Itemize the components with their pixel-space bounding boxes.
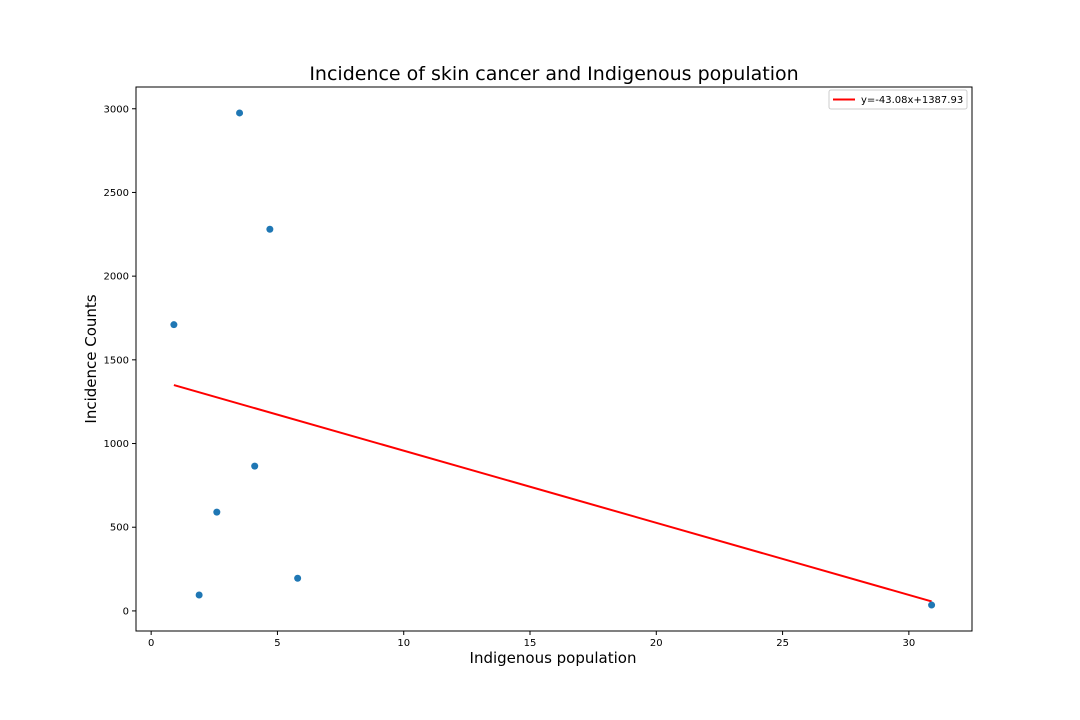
legend-box [828, 89, 968, 110]
x-tick-label: 0 [148, 638, 154, 649]
x-tick-label: 10 [397, 638, 410, 649]
chart-title: Incidence of skin cancer and Indigenous … [309, 63, 798, 85]
y-tick-label: 1500 [104, 355, 129, 366]
scatter-point [213, 508, 221, 516]
y-axis-label: Incidence Counts [82, 294, 100, 423]
scatter-point [195, 591, 203, 599]
plot-area: 0 5 10 15 20 25 30 0 500 1000 1500 2000 2500 3000 [104, 104, 936, 649]
y-tick-label: 0 [123, 606, 129, 617]
regression-line [173, 384, 932, 603]
x-tick-label: 5 [274, 638, 280, 649]
scatter-point [236, 109, 244, 117]
x-tick-label: 15 [524, 638, 537, 649]
x-tick-label: 25 [776, 638, 789, 649]
scatter-point [928, 601, 936, 609]
scatter-point [294, 574, 302, 582]
scatter-point [170, 321, 178, 329]
y-tick-label: 500 [110, 523, 129, 534]
y-tick-label: 3000 [104, 104, 129, 115]
scatter-point [251, 462, 259, 470]
scatter-point [266, 225, 274, 233]
x-tick-label: 30 [902, 638, 915, 649]
x-axis-label: Indigenous population [470, 649, 637, 667]
y-tick-label: 2500 [104, 188, 129, 199]
y-tick-label: 2000 [104, 272, 129, 283]
x-tick-label: 20 [650, 638, 663, 649]
legend-label: y=-43.08x+1387.93 [861, 95, 963, 106]
axes-frame [135, 86, 973, 632]
legend: y=-43.08x+1387.93 [828, 89, 968, 110]
y-tick-label: 1000 [104, 439, 129, 450]
